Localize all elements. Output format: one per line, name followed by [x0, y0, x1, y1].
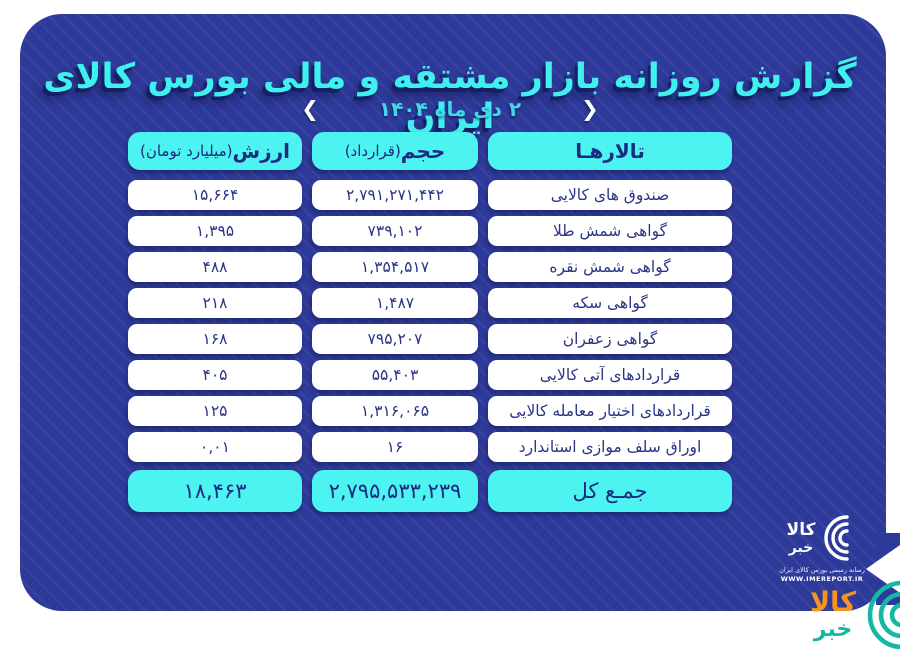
date-line: ❮ ۲ دی ماه ۱۴۰۴ ❯	[0, 97, 900, 121]
worth-value: ۴۸۸	[128, 252, 302, 282]
signal-arcs-icon	[867, 580, 900, 650]
volume-value: ۷۹۵,۲۰۷	[312, 324, 478, 354]
logo-tagline: رسانه رسمی بورس کالای ایران	[779, 566, 865, 574]
logo-name-line2: خبر	[813, 617, 853, 642]
hall-name: گواهی شمش طلا	[488, 216, 732, 246]
kala-khabar-logo-white: کالا خبر رسانه رسمی بورس کالای ایران WWW…	[770, 514, 874, 583]
volume-value: ۱,۴۸۷	[312, 288, 478, 318]
volume-value: ۷۳۹,۱۰۲	[312, 216, 478, 246]
hall-name: گواهی شمش نقره	[488, 252, 732, 282]
table-row: قراردادهای اختیار معامله کالایی ۱,۳۱۶,۰۶…	[128, 396, 732, 426]
logo-name-line1: کالا	[786, 519, 816, 540]
report-date: ۲ دی ماه ۱۴۰۴	[378, 97, 522, 121]
worth-value: ۴۰۵	[128, 360, 302, 390]
worth-value: ۱۵,۶۶۴	[128, 180, 302, 210]
hall-name: گواهی زعفران	[488, 324, 732, 354]
worth-value: ۱۶۸	[128, 324, 302, 354]
hall-name: اوراق سلف موازی استاندارد	[488, 432, 732, 462]
table-row: گواهی شمش طلا ۷۳۹,۱۰۲ ۱,۳۹۵	[128, 216, 732, 246]
logo-url: WWW.IMEREPORT.IR	[780, 575, 864, 583]
logo-name: کالا خبر	[810, 589, 856, 641]
hall-name: قراردادهای آتی کالایی	[488, 360, 732, 390]
logo-name: کالا خبر	[786, 519, 816, 556]
table-total-row: جمـع کل ۲,۷۹۵,۵۳۳,۲۳۹ ۱۸,۴۶۳	[128, 470, 732, 512]
logo-name-line1: کالا	[810, 587, 856, 618]
logo-name-line2: خبر	[788, 539, 814, 556]
chevron-left-icon: ❯	[301, 97, 319, 121]
volume-value: ۱۶	[312, 432, 478, 462]
report-table: تالارهـا حجم (قرارداد) ارزش (میلیارد توما…	[128, 132, 732, 518]
table-row: قراردادهای آتی کالایی ۵۵,۴۰۳ ۴۰۵	[128, 360, 732, 390]
volume-value: ۱,۳۵۴,۵۱۷	[312, 252, 478, 282]
chevron-right-icon: ❮	[581, 97, 599, 121]
worth-value: ۰,۰۱	[128, 432, 302, 462]
logo-mark: کالا خبر	[787, 514, 858, 562]
table-row: اوراق سلف موازی استاندارد ۱۶ ۰,۰۱	[128, 432, 732, 462]
kala-khabar-logo-color: کالا خبر	[810, 579, 900, 651]
header-volume: حجم (قرارداد)	[312, 132, 478, 170]
header-value: ارزش (میلیارد تومان)	[128, 132, 302, 170]
page-title: گزارش روزانه بازار مشتقه و مالی بورس کال…	[43, 57, 857, 138]
worth-value: ۲۱۸	[128, 288, 302, 318]
worth-value: ۱,۳۹۵	[128, 216, 302, 246]
worth-value: ۱۲۵	[128, 396, 302, 426]
header-value-unit: (میلیارد تومان)	[139, 142, 233, 160]
total-value: ۱۸,۴۶۳	[128, 470, 302, 512]
header-volume-bold: حجم	[400, 139, 446, 163]
header-halls-label: تالارهـا	[575, 139, 645, 163]
hall-name: گواهی سکه	[488, 288, 732, 318]
table-row: گواهی شمش نقره ۱,۳۵۴,۵۱۷ ۴۸۸	[128, 252, 732, 282]
volume-value: ۲,۷۹۱,۲۷۱,۴۴۲	[312, 180, 478, 210]
header-value-bold: ارزش	[232, 139, 291, 163]
total-label: جمـع کل	[488, 470, 732, 512]
total-volume: ۲,۷۹۵,۵۳۳,۲۳۹	[312, 470, 478, 512]
volume-value: ۱,۳۱۶,۰۶۵	[312, 396, 478, 426]
table-row: گواهی زعفران ۷۹۵,۲۰۷ ۱۶۸	[128, 324, 732, 354]
hall-name: صندوق های کالایی	[488, 180, 732, 210]
table-header-row: تالارهـا حجم (قرارداد) ارزش (میلیارد توما…	[128, 132, 732, 170]
header-halls: تالارهـا	[488, 132, 732, 170]
table-row: گواهی سکه ۱,۴۸۷ ۲۱۸	[128, 288, 732, 318]
header-volume-unit: (قرارداد)	[344, 142, 401, 160]
table-row: صندوق های کالایی ۲,۷۹۱,۲۷۱,۴۴۲ ۱۵,۶۶۴	[128, 180, 732, 210]
volume-value: ۵۵,۴۰۳	[312, 360, 478, 390]
signal-arcs-icon	[824, 515, 850, 561]
hall-name: قراردادهای اختیار معامله کالایی	[488, 396, 732, 426]
infographic-page: { "poster": { "title": "گزارش روزانه باز…	[0, 14, 900, 650]
